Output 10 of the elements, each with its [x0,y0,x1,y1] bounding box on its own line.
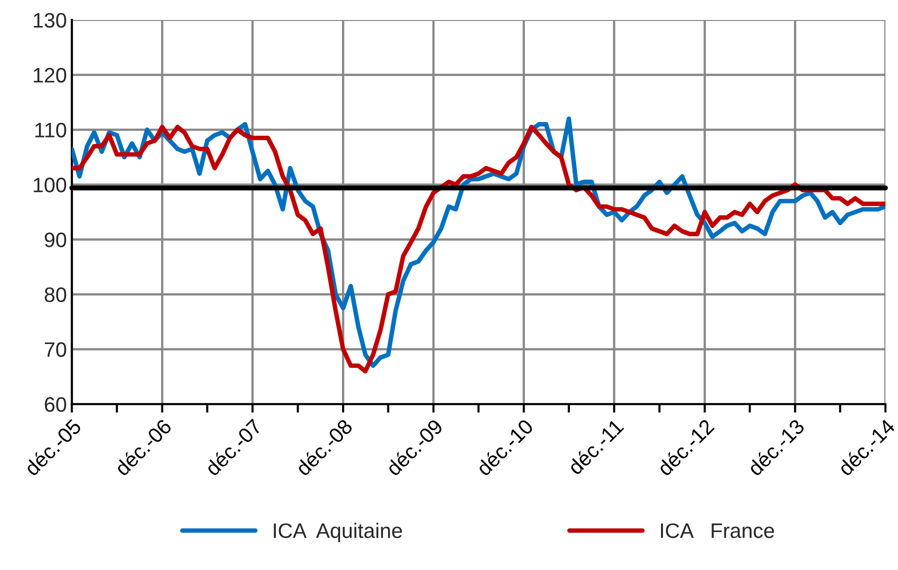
y-tick-label: 60 [44,397,66,412]
y-tick-label: 100 [34,178,66,192]
y-tick-label: 130 [34,12,66,28]
y-tick-label: 110 [35,122,66,138]
y-tick-label: 80 [44,287,66,302]
y-tick-label: 70 [44,342,66,357]
y-tick-label: 90 [44,232,66,248]
legend-label: ICA France [661,523,774,538]
y-tick-label: 120 [34,68,66,83]
legend-label: ICA Aquitaine [274,522,402,542]
